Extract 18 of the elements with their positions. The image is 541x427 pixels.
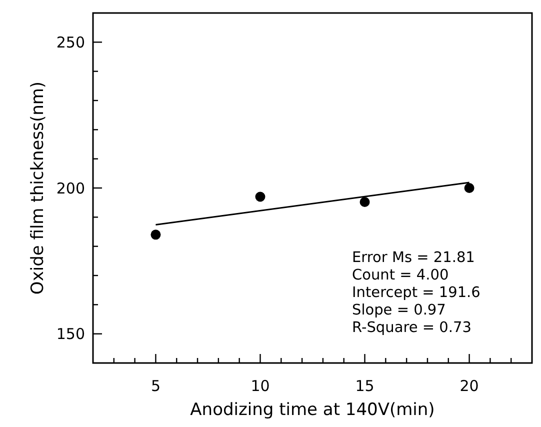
annotation: R-Square = 0.73 bbox=[352, 320, 472, 336]
y-tick-label: 150 bbox=[56, 325, 85, 344]
y-tick-label: 200 bbox=[56, 179, 85, 198]
y-tick-label: 250 bbox=[56, 33, 85, 52]
x-tick-label: 15 bbox=[355, 377, 374, 395]
annotation: Intercept = 191.6 bbox=[352, 285, 480, 301]
annotation: Count = 4.00 bbox=[352, 268, 449, 284]
point bbox=[255, 192, 266, 202]
x-tick-label: 5 bbox=[150, 377, 160, 395]
annotation: Error Ms = 21.81 bbox=[352, 250, 475, 266]
point bbox=[464, 183, 474, 193]
x-tick-label: 20 bbox=[460, 377, 479, 395]
y-axis-title: Oxide film thickness(nm) bbox=[28, 81, 48, 295]
point bbox=[150, 230, 161, 240]
point bbox=[360, 197, 370, 207]
x-tick-label: 10 bbox=[250, 377, 270, 395]
x-axis-title: Anodizing time at 140V(min) bbox=[190, 400, 435, 420]
annotation: Slope = 0.97 bbox=[352, 302, 446, 318]
